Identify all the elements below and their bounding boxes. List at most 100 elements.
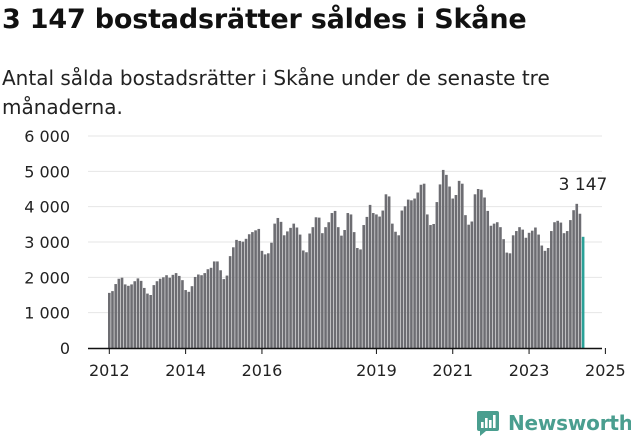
bar (286, 231, 289, 348)
bar (257, 228, 261, 348)
newsworthy-logo-icon (477, 411, 499, 436)
bar (406, 199, 410, 348)
bar (524, 237, 528, 348)
bar (416, 192, 420, 348)
bar (349, 214, 353, 348)
bar (511, 235, 515, 348)
bar (422, 183, 426, 348)
bar-latest (581, 236, 585, 348)
bar (578, 213, 582, 348)
bar (467, 224, 470, 348)
bar (502, 239, 505, 348)
bar (489, 225, 493, 348)
bar (190, 286, 194, 348)
bar (197, 274, 200, 348)
bar (308, 233, 311, 348)
bar (238, 240, 241, 348)
bar (562, 233, 566, 348)
bar (193, 276, 197, 348)
bar (181, 280, 184, 348)
bar (356, 248, 359, 348)
bar (451, 198, 455, 348)
bar (301, 250, 305, 348)
bar (371, 213, 375, 348)
bar (530, 230, 534, 348)
bar (212, 261, 216, 348)
bar (333, 210, 337, 348)
bar (575, 203, 579, 348)
bar (546, 248, 550, 348)
bar (254, 230, 257, 348)
bar (282, 235, 286, 348)
bar (553, 222, 556, 348)
bar (550, 231, 553, 348)
bar (473, 194, 477, 348)
bar (241, 241, 245, 348)
y-tick-label: 4 000 (24, 198, 70, 217)
bar (155, 281, 159, 348)
brand-name: Newsworthy (508, 411, 631, 435)
bar (381, 210, 385, 348)
bar (486, 210, 490, 348)
bar (184, 290, 187, 348)
bar (146, 293, 149, 348)
bar-chart: 0 1 000 2 000 3 000 4 000 5 000 6 000 2012 2014… (24, 127, 626, 380)
bar (203, 273, 207, 348)
bar (330, 213, 334, 348)
bar (263, 254, 267, 348)
bar (429, 225, 432, 348)
bar (391, 223, 394, 348)
bar (279, 221, 283, 348)
bar (123, 284, 127, 348)
bar (527, 232, 531, 348)
bar (387, 196, 391, 348)
bar (158, 278, 162, 348)
bar (244, 238, 248, 348)
bar (499, 227, 502, 348)
bar (317, 217, 321, 348)
bar (171, 274, 175, 348)
chart-subtitle: Antal sålda bostadsrätter i Skåne under … (2, 66, 550, 119)
bar (572, 210, 575, 348)
bar (177, 275, 181, 348)
bar (368, 204, 372, 348)
last-value-label: 3 147 (559, 175, 608, 195)
bar (365, 216, 369, 348)
bar (130, 284, 133, 348)
y-tick-label: 0 (60, 339, 70, 358)
bar (438, 184, 442, 348)
bar (448, 186, 451, 348)
bar (435, 202, 439, 348)
bar (534, 227, 537, 348)
bar (289, 227, 292, 348)
bars (108, 169, 585, 348)
bar (247, 234, 251, 348)
bar (515, 231, 518, 348)
bar (222, 279, 226, 348)
bar (311, 227, 315, 348)
y-tick-label: 3 000 (24, 233, 70, 252)
bar (505, 252, 509, 348)
bar (108, 292, 111, 348)
x-tick-label: 2014 (165, 361, 206, 380)
bar (321, 233, 324, 348)
bar (569, 220, 572, 348)
bar (476, 189, 480, 348)
x-tick-label: 2021 (432, 361, 473, 380)
bar (209, 267, 213, 348)
bar (114, 284, 117, 348)
newsworthy-logo[interactable]: Newsworthy (476, 408, 631, 438)
bar (298, 234, 302, 348)
chart-title: 3 147 bostadsrätter såldes i Skåne (2, 4, 527, 35)
bar (174, 273, 178, 348)
bar (162, 277, 165, 348)
bar (537, 234, 540, 348)
bar (136, 278, 140, 348)
bar (111, 291, 114, 348)
bar (324, 227, 327, 348)
bar (454, 195, 458, 348)
bar (565, 231, 569, 348)
bar (276, 217, 280, 348)
bar (260, 250, 264, 348)
x-tick-label: 2012 (89, 361, 130, 380)
